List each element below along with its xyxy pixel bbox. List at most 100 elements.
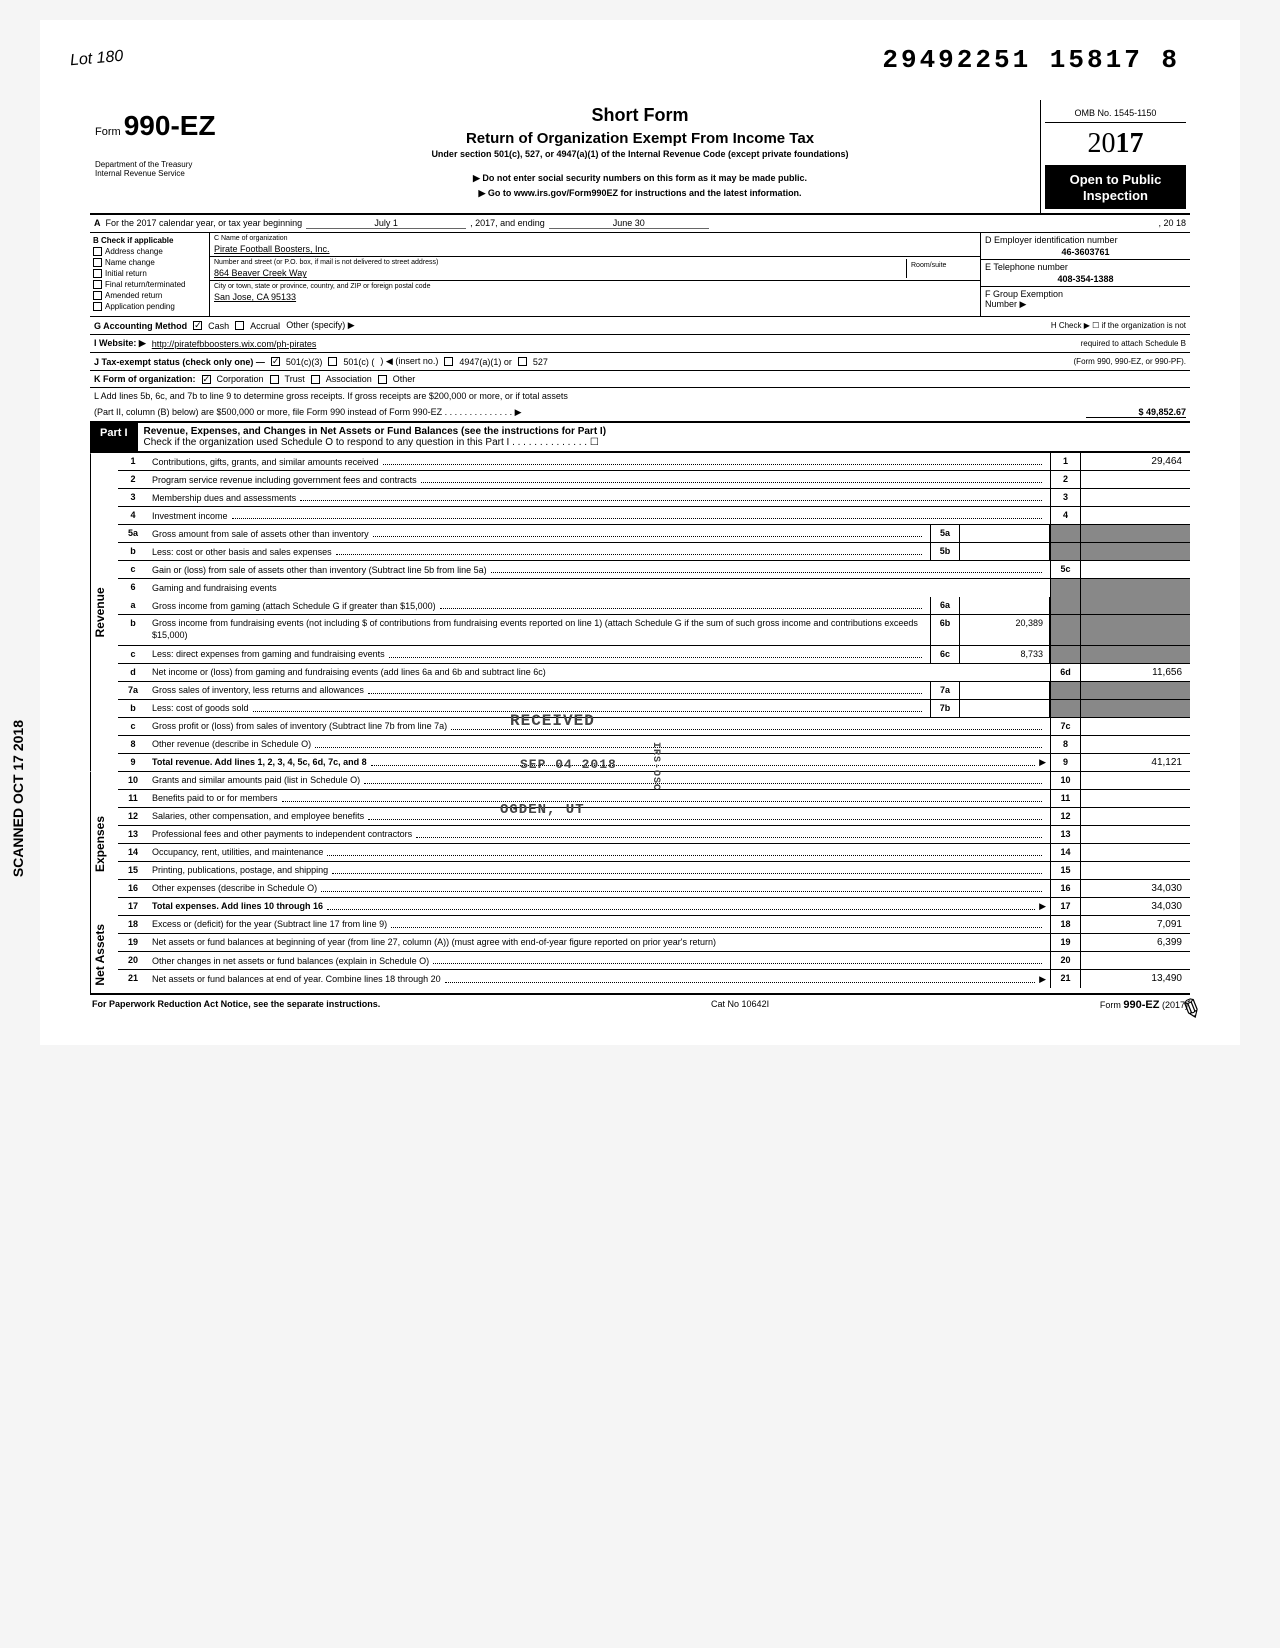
line-desc: Excess or (deficit) for the year (Subtra… <box>152 919 387 929</box>
year-cell: OMB No. 1545-1150 2017 Open to Public In… <box>1040 100 1190 213</box>
room-label: Room/suite <box>911 262 946 269</box>
part1-badge: Part I <box>90 423 138 451</box>
line-7c-value <box>1080 718 1190 735</box>
expenses-lines: 10Grants and similar amounts paid (list … <box>118 772 1190 916</box>
title-subtitle: Return of Organization Exempt From Incom… <box>250 130 1030 147</box>
document-number: 29492251 15817 8 <box>882 45 1180 75</box>
part1-title-text: Revenue, Expenses, and Changes in Net As… <box>144 426 1184 437</box>
l-line1: L Add lines 5b, 6c, and 7b to line 9 to … <box>94 391 1186 401</box>
row-g: G Accounting Method Cash Accrual Other (… <box>90 317 1190 335</box>
ein-row: D Employer identification number 46-3603… <box>981 233 1190 260</box>
chk-cash[interactable] <box>193 321 202 330</box>
chk-corp[interactable] <box>202 375 211 384</box>
chk-label: Amended return <box>105 291 162 300</box>
line-desc: Other changes in net assets or fund bala… <box>152 956 429 966</box>
form-header: Form 990-EZ Department of the Treasury I… <box>90 100 1190 215</box>
received-stamp: RECEIVED <box>510 712 595 730</box>
chk-accrual[interactable] <box>235 321 244 330</box>
row-a: A For the 2017 calendar year, or tax yea… <box>90 215 1190 233</box>
city-row: City or town, state or province, country… <box>210 281 980 304</box>
line-desc: Membership dues and assessments <box>152 493 296 503</box>
chk-final-return[interactable]: Final return/terminated <box>93 280 206 289</box>
tax-year-begin: July 1 <box>306 218 466 229</box>
h-note: H Check ▶ ☐ if the organization is not <box>1051 321 1186 330</box>
h-note2: required to attach Schedule B <box>1081 339 1186 348</box>
line-8-value <box>1080 736 1190 753</box>
501c-label: 501(c) ( <box>343 357 374 367</box>
addr-value: 864 Beaver Creek Way <box>214 268 906 278</box>
line-desc: Salaries, other compensation, and employ… <box>152 811 364 821</box>
line-desc: Less: cost of goods sold <box>152 703 249 713</box>
chk-trust[interactable] <box>270 375 279 384</box>
phone-label: E Telephone number <box>985 262 1186 272</box>
netassets-section: Net Assets 18Excess or (deficit) for the… <box>90 916 1190 996</box>
chk-4947[interactable] <box>444 357 453 366</box>
expenses-section: RECEIVED SEP 04 2018 OGDEN, UT IRS-OSC E… <box>90 772 1190 916</box>
l-line2: (Part II, column (B) below) are $500,000… <box>94 407 1080 418</box>
chk-amended-return[interactable]: Amended return <box>93 291 206 300</box>
checkbox-icon <box>93 247 102 256</box>
row-a-prefix: A For the 2017 calendar year, or tax yea… <box>94 218 302 229</box>
title-under: Under section 501(c), 527, or 4947(a)(1)… <box>250 149 1030 159</box>
chk-initial-return[interactable]: Initial return <box>93 269 206 278</box>
netassets-lines: 18Excess or (deficit) for the year (Subt… <box>118 916 1190 994</box>
k-label: K Form of organization: <box>94 374 196 384</box>
footer-right-form: 990-EZ <box>1123 999 1159 1011</box>
chk-501c[interactable] <box>328 357 337 366</box>
group-label: F Group Exemption <box>985 289 1186 299</box>
line-21-value: 13,490 <box>1080 970 1190 988</box>
line-desc: Net income or (loss) from gaming and fun… <box>152 667 546 677</box>
line-desc: Other revenue (describe in Schedule O) <box>152 739 311 749</box>
line-1-value: 29,464 <box>1080 453 1190 470</box>
line-16-value: 34,030 <box>1080 880 1190 897</box>
form-prefix: Form <box>95 126 121 138</box>
chk-527[interactable] <box>518 357 527 366</box>
line-desc: Gross income from fundraising events (no… <box>152 618 918 640</box>
chk-address-change[interactable]: Address change <box>93 247 206 256</box>
checkbox-icon <box>93 280 102 289</box>
city-label: City or town, state or province, country… <box>214 283 976 290</box>
checkbox-icon <box>93 269 102 278</box>
tax-year-end: June 30 <box>549 218 709 229</box>
line-2-value <box>1080 471 1190 488</box>
footer-right-pre: Form <box>1100 1000 1121 1010</box>
chk-501c3[interactable] <box>271 357 280 366</box>
city-value: San Jose, CA 95133 <box>214 292 976 302</box>
part1-header-row: Part I Revenue, Expenses, and Changes in… <box>90 423 1190 452</box>
chk-name-change[interactable]: Name change <box>93 258 206 267</box>
form-num-big: 990-EZ <box>124 110 216 141</box>
line-desc: Other expenses (describe in Schedule O) <box>152 883 317 893</box>
chk-other[interactable] <box>378 375 387 384</box>
corp-label: Corporation <box>217 374 264 384</box>
revenue-side-label: Revenue <box>90 453 118 771</box>
527-label: 527 <box>533 357 548 367</box>
title-note2: ▶ Go to www.irs.gov/Form990EZ for instru… <box>250 188 1030 199</box>
org-name: Pirate Football Boosters, Inc. <box>214 244 976 254</box>
chk-application-pending[interactable]: Application pending <box>93 302 206 311</box>
other-k-label: Other <box>393 374 416 384</box>
line-6c-mid: 8,733 <box>960 646 1050 663</box>
4947-label: 4947(a)(1) or <box>459 357 512 367</box>
501c3-label: 501(c)(3) <box>286 357 323 367</box>
chk-label: Address change <box>105 247 163 256</box>
line-desc: Net assets or fund balances at end of ye… <box>152 974 441 984</box>
col-c: C Name of organization Pirate Football B… <box>210 233 980 316</box>
chk-assoc[interactable] <box>311 375 320 384</box>
footer-mid: Cat No 10642I <box>711 999 769 1011</box>
dept-treasury: Department of the Treasury <box>95 160 235 169</box>
line-desc: Grants and similar amounts paid (list in… <box>152 775 360 785</box>
chk-label: Final return/terminated <box>105 280 185 289</box>
col-d: D Employer identification number 46-3603… <box>980 233 1190 316</box>
part1-check: Check if the organization used Schedule … <box>144 437 1184 448</box>
part1-title: Revenue, Expenses, and Changes in Net As… <box>138 423 1190 451</box>
line-9-value: 41,121 <box>1080 754 1190 771</box>
chk-label: Initial return <box>105 269 147 278</box>
org-name-row: C Name of organization Pirate Football B… <box>210 233 980 257</box>
col-b: B Check if applicable Address change Nam… <box>90 233 210 316</box>
accrual-label: Accrual <box>250 321 280 331</box>
scanned-stamp: SCANNED OCT 17 2018 <box>10 720 26 877</box>
form-label-cell: Form 990-EZ Department of the Treasury I… <box>90 100 240 213</box>
ein-label: D Employer identification number <box>985 235 1186 245</box>
line-desc: Benefits paid to or for members <box>152 793 278 803</box>
row-a-mid: , 2017, and ending <box>470 218 545 229</box>
